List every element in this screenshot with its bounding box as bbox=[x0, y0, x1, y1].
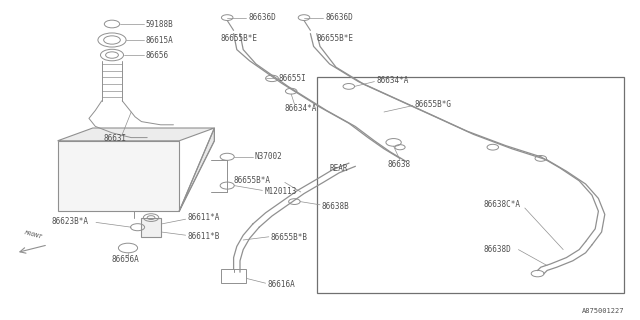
Text: 86634*A: 86634*A bbox=[285, 104, 317, 113]
Text: 86616A: 86616A bbox=[268, 280, 295, 289]
Text: 86634*A: 86634*A bbox=[376, 76, 409, 84]
Bar bbox=[317, 77, 624, 293]
Text: 86655B*E: 86655B*E bbox=[317, 34, 354, 43]
Text: 59188B: 59188B bbox=[146, 20, 173, 28]
Text: 86615A: 86615A bbox=[146, 36, 173, 44]
Bar bbox=[58, 141, 179, 211]
Bar bbox=[141, 218, 161, 237]
Text: 86638: 86638 bbox=[387, 160, 410, 169]
Text: 86655I: 86655I bbox=[278, 74, 306, 83]
Text: 86655B*G: 86655B*G bbox=[415, 100, 452, 108]
Text: 86611*B: 86611*B bbox=[188, 232, 220, 241]
Text: 8663I: 8663I bbox=[104, 134, 127, 143]
Text: 86655B*E: 86655B*E bbox=[221, 34, 258, 43]
Text: 86636D: 86636D bbox=[325, 13, 353, 22]
Text: 86656: 86656 bbox=[146, 51, 169, 60]
Text: A875001227: A875001227 bbox=[582, 308, 624, 314]
Text: 86638B: 86638B bbox=[322, 202, 349, 211]
Text: 86638D: 86638D bbox=[483, 245, 511, 254]
Text: 86611*A: 86611*A bbox=[188, 213, 220, 222]
Text: 86623B*A: 86623B*A bbox=[51, 217, 88, 226]
Text: FRONT: FRONT bbox=[24, 230, 43, 240]
Text: M120113: M120113 bbox=[264, 187, 297, 196]
Text: 86636D: 86636D bbox=[248, 13, 276, 22]
Text: N37002: N37002 bbox=[255, 152, 282, 161]
Text: 86655B*B: 86655B*B bbox=[271, 233, 308, 242]
Polygon shape bbox=[179, 128, 214, 211]
Bar bbox=[221, 269, 246, 283]
Text: 86638C*A: 86638C*A bbox=[483, 200, 520, 209]
Text: 86656A: 86656A bbox=[112, 255, 140, 264]
Polygon shape bbox=[58, 128, 214, 141]
Text: REAR: REAR bbox=[330, 164, 348, 172]
Text: 86655B*A: 86655B*A bbox=[234, 176, 271, 185]
